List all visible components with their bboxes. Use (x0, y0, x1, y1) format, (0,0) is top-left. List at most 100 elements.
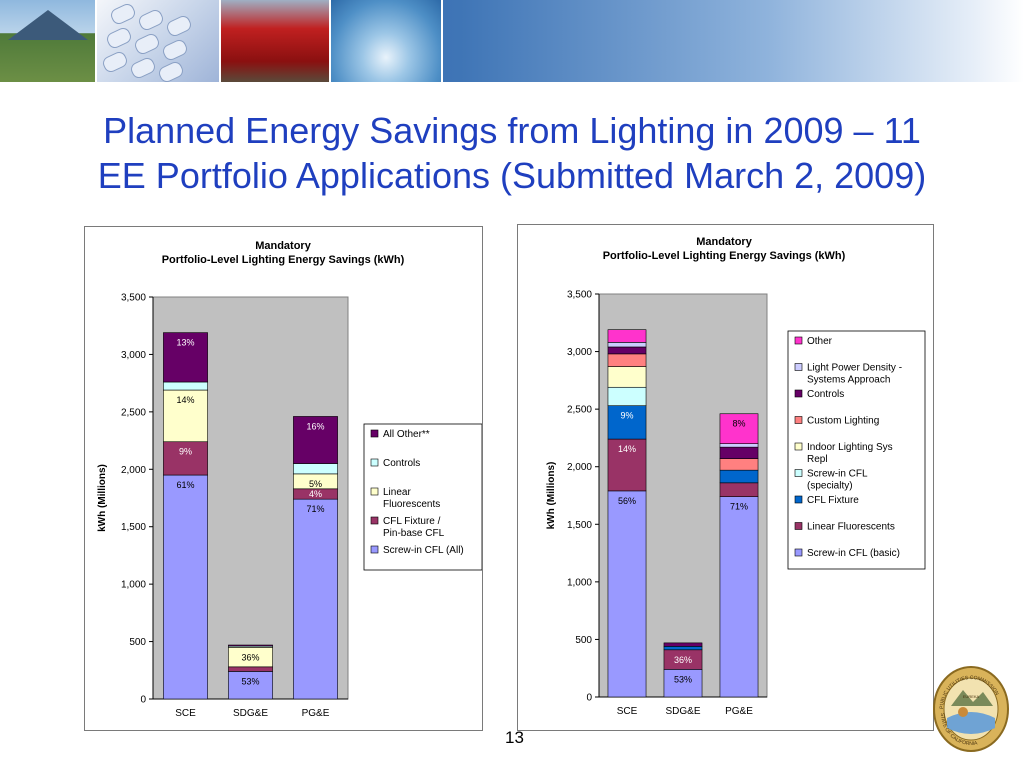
chart-right-y-tick-label: 3,500 (567, 290, 592, 301)
chart-right-bar-segment (607, 342, 647, 348)
chart-left-legend-swatch (370, 516, 379, 525)
phone-key (108, 1, 138, 27)
header-banner (0, 0, 1024, 85)
chart-right-frame: Mandatory Portfolio-Level Lighting Energy… (517, 224, 934, 731)
chart-right-legend-label: CFL Fixture (807, 495, 859, 506)
chart-right-bar-segment (607, 353, 647, 367)
chart-right-bar-segment (607, 329, 647, 343)
chart-left-data-label: 13% (176, 338, 194, 348)
chart-right-legend-label: Screw-in CFL (807, 469, 868, 480)
phone-key (132, 31, 162, 57)
chart-right-bar-segment (607, 346, 647, 355)
chart-left-data-label: 5% (309, 479, 322, 489)
chart-right-title: Mandatory (696, 236, 753, 248)
chart-right-legend-label: Controls (807, 389, 844, 400)
chart-right-data-label: 36% (674, 655, 692, 665)
chart-right-x-tick-label: SDG&E (665, 706, 700, 717)
chart-right-y-tick-label: 500 (575, 635, 592, 646)
chart-right-bar-segment (663, 646, 703, 651)
chart-right-y-tick-label: 2,000 (567, 462, 592, 473)
chart-right-bar-segment (607, 490, 647, 698)
chart-left-data-label: 14% (176, 395, 194, 405)
chart-right-y-tick-label: 1,000 (567, 577, 592, 588)
chart-left-legend-swatch (370, 487, 379, 496)
phone-key (100, 49, 130, 75)
chart-left-legend-label: Screw-in CFL (All) (383, 545, 464, 556)
chart-right-legend-label: Systems Approach (807, 375, 890, 386)
chart-left-legend-swatch (370, 545, 379, 554)
chart-left-data-label: 16% (306, 421, 324, 431)
chart-right-data-label: 71% (730, 502, 748, 512)
chart-right-data-label: 56% (618, 496, 636, 506)
chart-left-y-tick-label: 2,500 (121, 407, 146, 418)
chart-left-y-axis-label: kWh (Millions) (97, 464, 108, 532)
chart-left-legend-swatch (370, 458, 379, 467)
chart-left-legend-label: Linear (383, 487, 411, 498)
chart-left-bar-segment (293, 498, 338, 700)
chart-left-bar-segment (228, 671, 273, 700)
chart-right-bar-segment (607, 366, 647, 388)
phone-key (164, 13, 194, 39)
chart-left-bar-segment (163, 389, 208, 443)
chart-right-bar-segment (607, 438, 647, 492)
chart-right-bar-segment (719, 496, 759, 698)
chart-left-bar-segment (163, 332, 208, 383)
chart-left-subtitle: Portfolio-Level Lighting Energy Savings … (162, 254, 405, 266)
chart-left-y-tick-label: 3,000 (121, 350, 146, 361)
chart-right-legend-swatch (794, 442, 803, 451)
chart-left-bar-segment (293, 416, 338, 464)
chart-left-legend-swatch (370, 429, 379, 438)
chart-left-legend-label: All Other** (383, 429, 430, 440)
chart-left-data-label: 4% (309, 489, 322, 499)
chart-right-legend-label: Linear Fluorescents (807, 522, 895, 533)
chart-left-data-label: 53% (241, 676, 259, 686)
chart-right-bar-segment (719, 443, 759, 448)
phone-keypad-photo (97, 0, 221, 85)
chart-right-data-label: 14% (618, 444, 636, 454)
chart-left-y-tick-label: 3,500 (121, 293, 146, 304)
chart-right-bar-segment (663, 642, 703, 647)
chart-right-legend-label: (specialty) (807, 481, 853, 492)
chart-right-legend-label: Other (807, 336, 833, 347)
chart-left-bar-segment (293, 463, 338, 475)
chart-right-legend-label: Custom Lighting (807, 416, 879, 427)
chart-left-title: Mandatory (255, 240, 312, 252)
chart-right-data-label: 9% (620, 411, 633, 421)
cpuc-seal-icon: PUBLIC UTILITIES COMMISSION STATE OF CAL… (933, 666, 1009, 752)
chart-right-y-tick-label: 3,000 (567, 347, 592, 358)
chart-right-y-tick-label: 1,500 (567, 520, 592, 531)
chart-right-svg: Mandatory Portfolio-Level Lighting Energy… (546, 236, 926, 717)
phone-key (160, 37, 190, 63)
chart-left-x-tick-label: SCE (175, 708, 196, 719)
chart-right-legend-swatch (794, 389, 803, 398)
chart-left-y-tick-label: 1,500 (121, 522, 146, 533)
chart-right-bar-segment (719, 482, 759, 497)
chart-left-data-label: 61% (176, 480, 194, 490)
chart-right-legend-swatch (794, 363, 803, 371)
train-photo (221, 0, 331, 82)
chart-right-data-label: 53% (674, 674, 692, 684)
phone-key (156, 59, 186, 85)
phone-key (104, 25, 134, 51)
chart-right-legend-label: Indoor Lighting Sys (807, 442, 893, 453)
chart-left-bar-segment (163, 381, 208, 391)
chart-left-y-tick-label: 2,000 (121, 465, 146, 476)
chart-right-legend-swatch (794, 548, 803, 557)
seal-motto: EUREKA (963, 694, 980, 699)
chart-right-data-label: 8% (732, 419, 745, 429)
slide-title: Planned Energy Savings from Lighting in … (0, 108, 1024, 198)
chart-left-legend-label: Controls (383, 458, 420, 469)
phone-key (128, 55, 158, 81)
chart-right-x-tick-label: SCE (617, 706, 638, 717)
chart-right-x-tick-label: PG&E (725, 706, 753, 717)
chart-left-y-tick-label: 1,000 (121, 580, 146, 591)
chart-left-x-tick-label: SDG&E (233, 708, 268, 719)
roof-shape (8, 10, 88, 40)
chart-left-legend-label: CFL Fixture / (383, 516, 441, 527)
chart-left-svg: Mandatory Portfolio-Level Lighting Energy… (97, 240, 482, 719)
chart-right-legend-label: Light Power Density - (807, 363, 902, 374)
chart-right-legend-swatch (794, 495, 803, 504)
chart-right-y-tick-label: 0 (586, 693, 592, 704)
chart-right-bar-segment (719, 446, 759, 459)
chart-right-bar-segment (663, 669, 703, 698)
